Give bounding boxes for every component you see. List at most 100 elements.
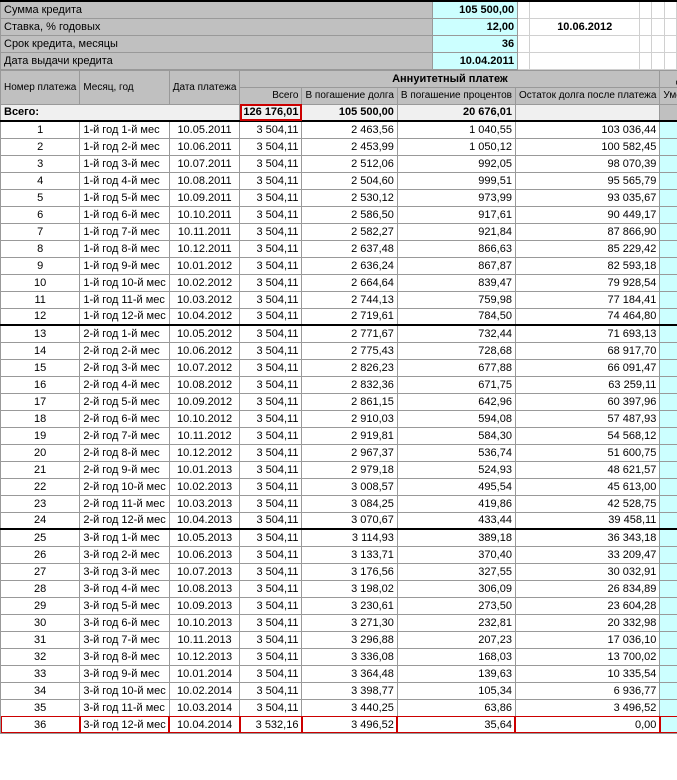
cell-early[interactable] <box>660 206 677 223</box>
cell-early[interactable] <box>660 665 677 682</box>
cell-num: 33 <box>1 665 80 682</box>
cell-early[interactable] <box>660 376 677 393</box>
cell-date: 10.08.2011 <box>169 172 240 189</box>
cell-early[interactable] <box>660 274 677 291</box>
cell-early[interactable] <box>660 546 677 563</box>
param-value[interactable]: 36 <box>433 35 518 52</box>
cell-total: 3 504,11 <box>240 138 302 155</box>
cell-early[interactable] <box>660 580 677 597</box>
cell-early[interactable] <box>660 393 677 410</box>
cell-date: 10.10.2011 <box>169 206 240 223</box>
cell-month: 1-й год 1-й мес <box>80 121 169 138</box>
cell-early[interactable] <box>660 631 677 648</box>
cell-early[interactable] <box>660 427 677 444</box>
cell-early[interactable] <box>660 172 677 189</box>
cell-month: 2-й год 2-й мес <box>80 342 169 359</box>
cell-interest: 389,18 <box>397 529 515 546</box>
cell-date: 10.06.2013 <box>169 546 240 563</box>
cell-month: 1-й год 4-й мес <box>80 172 169 189</box>
param-label: Сумма кредита <box>1 1 433 18</box>
cell-interest: 232,81 <box>397 614 515 631</box>
cell-early[interactable] <box>660 121 677 138</box>
cell-total: 3 532,16 <box>240 716 302 733</box>
cell-interest: 839,47 <box>397 274 515 291</box>
cell-month: 1-й год 12-й мес <box>80 308 169 325</box>
param-value[interactable]: 12,00 <box>433 18 518 35</box>
cell-early[interactable] <box>660 529 677 546</box>
cell-month: 3-й год 5-й мес <box>80 597 169 614</box>
cell-date: 10.02.2012 <box>169 274 240 291</box>
cell-principal: 2 744,13 <box>302 291 397 308</box>
cell-interest: 784,50 <box>397 308 515 325</box>
cell-early[interactable] <box>660 223 677 240</box>
cell-early[interactable] <box>660 240 677 257</box>
cell-total: 3 504,11 <box>240 478 302 495</box>
cell-interest: 419,86 <box>397 495 515 512</box>
cell-interest: 207,23 <box>397 631 515 648</box>
cell-early[interactable] <box>660 699 677 716</box>
cell-date: 10.03.2013 <box>169 495 240 512</box>
table-row: 253-й год 1-й мес10.05.20133 504,113 114… <box>1 529 677 546</box>
cell-early[interactable] <box>660 138 677 155</box>
cell-principal: 2 530,12 <box>302 189 397 206</box>
cell-balance: 95 565,79 <box>515 172 659 189</box>
cell-interest: 594,08 <box>397 410 515 427</box>
cell-early[interactable] <box>660 444 677 461</box>
cell-early[interactable] <box>660 512 677 529</box>
cell-early[interactable] <box>660 155 677 172</box>
table-row: 182-й год 6-й мес10.10.20123 504,112 910… <box>1 410 677 427</box>
cell-interest: 728,68 <box>397 342 515 359</box>
cell-early[interactable] <box>660 563 677 580</box>
cell-early[interactable] <box>660 716 677 733</box>
col-early: Уменьшение срока <box>660 87 677 104</box>
cell-early[interactable] <box>660 597 677 614</box>
param-value[interactable]: 105 500,00 <box>433 1 518 18</box>
cell-principal: 2 453,99 <box>302 138 397 155</box>
cell-early[interactable] <box>660 461 677 478</box>
cell-early[interactable] <box>660 359 677 376</box>
table-row: 232-й год 11-й мес10.03.20133 504,113 08… <box>1 495 677 512</box>
cell-month: 2-й год 8-й мес <box>80 444 169 461</box>
cell-early[interactable] <box>660 614 677 631</box>
cell-early[interactable] <box>660 648 677 665</box>
cell-early[interactable] <box>660 189 677 206</box>
cell-date: 10.12.2013 <box>169 648 240 665</box>
cell-interest: 495,54 <box>397 478 515 495</box>
cell-date: 10.05.2013 <box>169 529 240 546</box>
col-month: Месяц, год <box>80 70 169 104</box>
totals-total: 126 176,01 <box>240 104 302 121</box>
cell-date: 10.01.2014 <box>169 665 240 682</box>
cell-month: 3-й год 10-й мес <box>80 682 169 699</box>
cell-early[interactable] <box>660 478 677 495</box>
cell-early[interactable] <box>660 291 677 308</box>
param-value[interactable]: 10.04.2011 <box>433 52 518 69</box>
cell-total: 3 504,11 <box>240 682 302 699</box>
cell-interest: 1 040,55 <box>397 121 515 138</box>
cell-interest: 866,63 <box>397 240 515 257</box>
param-label: Дата выдачи кредита <box>1 52 433 69</box>
cell-early[interactable] <box>660 325 677 342</box>
cell-early[interactable] <box>660 342 677 359</box>
cell-date: 10.04.2012 <box>169 308 240 325</box>
cell-balance: 71 693,13 <box>515 325 659 342</box>
cell-early[interactable] <box>660 308 677 325</box>
cell-principal: 2 861,15 <box>302 393 397 410</box>
cell-early[interactable] <box>660 257 677 274</box>
cell-num: 26 <box>1 546 80 563</box>
cell-num: 8 <box>1 240 80 257</box>
table-row: 363-й год 12-й мес10.04.20143 532,163 49… <box>1 716 677 733</box>
cell-total: 3 504,11 <box>240 597 302 614</box>
cell-total: 3 504,11 <box>240 121 302 138</box>
cell-early[interactable] <box>660 682 677 699</box>
cell-balance: 13 700,02 <box>515 648 659 665</box>
cell-principal: 2 637,48 <box>302 240 397 257</box>
cell-early[interactable] <box>660 410 677 427</box>
cell-month: 2-й год 7-й мес <box>80 427 169 444</box>
cell-total: 3 504,11 <box>240 427 302 444</box>
cell-date: 10.07.2013 <box>169 563 240 580</box>
cell-total: 3 504,11 <box>240 444 302 461</box>
table-row: 192-й год 7-й мес10.11.20123 504,112 919… <box>1 427 677 444</box>
cell-early[interactable] <box>660 495 677 512</box>
cell-date: 10.01.2012 <box>169 257 240 274</box>
cell-interest: 677,88 <box>397 359 515 376</box>
